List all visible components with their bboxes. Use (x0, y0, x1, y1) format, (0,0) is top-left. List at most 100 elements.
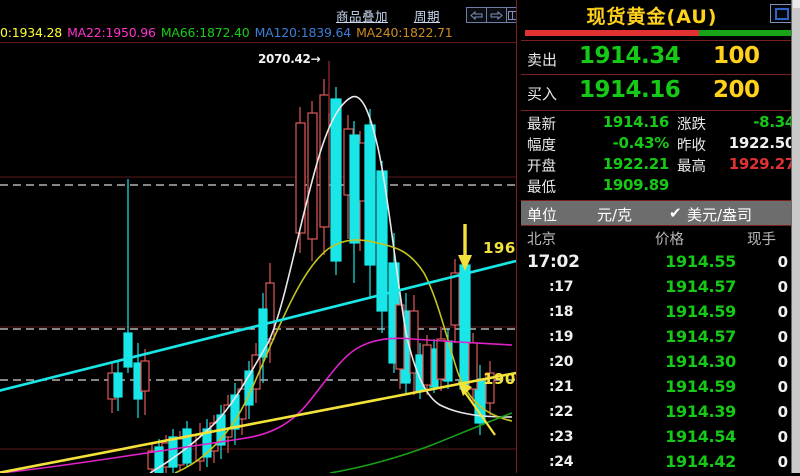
tick-price: 1914.59 (665, 377, 736, 396)
table-row[interactable]: 17:02 1914.55 0 (521, 250, 798, 276)
quote-stats-grid: 最新 1914.16 涨跌 -8.34 幅度 -0.43% 昨收 1922.50… (521, 110, 798, 196)
tick-price: 1914.55 (665, 252, 736, 271)
table-row[interactable]: :20 1914.30 0 (521, 350, 798, 376)
peak-arrow-icon: → (310, 52, 321, 66)
stat-label-low: 最低 (527, 180, 556, 196)
stat-value-change: -8.34 (753, 113, 795, 131)
unit-label: 单位 (527, 206, 558, 224)
unit-option-cny[interactable]: 元/克 (597, 206, 633, 224)
ma-line-green (329, 412, 513, 473)
bid-ask-strength-bar (525, 30, 797, 36)
table-row[interactable]: :18 1914.59 0 (521, 300, 798, 326)
tick-volume: 0 (777, 403, 788, 421)
unit-selector-row[interactable]: 单位 元/克 ✔ 美元/盎司 (521, 200, 798, 226)
tick-time: :24 (549, 454, 574, 470)
tick-price: 1914.54 (665, 427, 736, 446)
stat-value-last: 1914.16 (602, 113, 670, 131)
overlay-commodity-button[interactable]: 商品叠加 (336, 9, 389, 24)
tick-price: 1914.42 (665, 452, 736, 471)
trendline-yellow (0, 371, 516, 473)
tick-time: :19 (549, 329, 574, 345)
candlestick-plot[interactable]: 2070.42→ 1960 1906 (0, 43, 516, 473)
stat-label-high: 最高 (677, 159, 706, 175)
trendline-cyan (0, 259, 516, 392)
tick-volume: 0 (777, 278, 788, 296)
tick-time: 17:02 (527, 252, 580, 272)
chart-toolbar: 商品叠加 周期 (0, 5, 516, 24)
period-button[interactable]: 周期 (414, 9, 441, 24)
stat-value-open: 1922.21 (602, 155, 670, 173)
tick-col-volume: 现手 (747, 232, 776, 248)
ask-row: 卖出 1914.34 100 (521, 40, 798, 75)
resistance-level-label: 1960 (483, 239, 516, 257)
ma-legend: 0:1934.28 MA22:1950.96 MA66:1872.40 MA120:1… (0, 25, 516, 41)
tick-volume: 0 (777, 328, 788, 346)
ask-price: 1914.34 (579, 43, 681, 69)
stat-label-prevclose: 昨收 (677, 138, 706, 154)
arrow-right-icon[interactable] (486, 7, 507, 23)
quote-panel: 现货黄金(AU) 卖出 1914.34 100 买入 1914.16 200 最… (516, 0, 800, 473)
peak-price-label: 2070.42→ (258, 52, 321, 66)
ask-size: 100 (713, 43, 760, 69)
stat-label-pct: 幅度 (527, 138, 556, 154)
ma-legend-ma22: MA22:1950.96 (67, 25, 156, 40)
stat-value-prevclose: 1922.50 (728, 134, 796, 152)
stat-value-high: 1929.27 (728, 155, 796, 173)
table-row[interactable]: :23 1914.54 0 (521, 425, 798, 451)
bid-price: 1914.16 (579, 77, 681, 103)
tick-volume: 0 (777, 428, 788, 446)
table-row[interactable]: :21 1914.59 0 (521, 375, 798, 401)
tick-time: :21 (549, 379, 574, 395)
support-level-label: 1906 (483, 370, 516, 388)
instrument-title: 现货黄金(AU) (586, 5, 718, 28)
tick-col-price: 价格 (655, 232, 684, 248)
stat-label-change: 涨跌 (677, 117, 706, 133)
tick-time: :17 (549, 279, 574, 295)
tick-volume: 0 (777, 353, 788, 371)
tick-time: :20 (549, 354, 574, 370)
tick-price: 1914.30 (665, 352, 736, 371)
tick-time: :18 (549, 304, 574, 320)
stat-value-low: 1909.89 (602, 176, 670, 194)
bid-label: 买入 (527, 85, 558, 103)
check-icon: ✔ (669, 204, 682, 222)
ask-label: 卖出 (527, 51, 558, 69)
tick-volume: 0 (777, 253, 788, 271)
table-row[interactable]: :24 1914.42 0 (521, 450, 798, 476)
tick-volume: 0 (777, 378, 788, 396)
chart-pane: 商品叠加 周期 0:1934.28 MA22:1950.96 MA66:1872.4… (0, 5, 516, 473)
arrow-left-icon[interactable] (466, 7, 487, 23)
restore-window-icon[interactable] (770, 4, 793, 23)
tick-price: 1914.57 (665, 327, 736, 346)
stat-value-pct: -0.43% (612, 134, 670, 152)
stat-label-last: 最新 (527, 117, 556, 133)
ma-legend-ma66: MA66:1872.40 (160, 25, 250, 40)
tick-table-header: 北京 价格 现手 (521, 228, 798, 250)
ma-legend-ma120: MA120:1839.64 (254, 25, 352, 40)
table-row[interactable]: :22 1914.39 0 (521, 400, 798, 426)
tick-volume: 0 (777, 453, 788, 471)
chart-svg (0, 61, 516, 473)
stat-label-open: 开盘 (527, 159, 556, 175)
ma-line-olive (174, 239, 513, 473)
unit-option-usd[interactable]: 美元/盎司 (687, 206, 753, 224)
up-arrow-icon (458, 381, 496, 436)
tick-time: :23 (549, 429, 574, 445)
bid-row: 买入 1914.16 200 (521, 74, 798, 109)
table-row[interactable]: :19 1914.57 0 (521, 325, 798, 351)
tick-volume: 0 (777, 303, 788, 321)
ma-line-white (149, 95, 513, 473)
ma-legend-ma5: 0:1934.28 (0, 25, 63, 40)
bid-size: 200 (713, 77, 760, 103)
window-layout-icon[interactable] (506, 7, 516, 23)
tick-price: 1914.59 (665, 302, 736, 321)
legend-divider (0, 42, 516, 43)
tick-col-time: 北京 (527, 232, 556, 248)
down-arrow-icon (458, 224, 472, 271)
vertical-scrollbar[interactable] (791, 0, 800, 473)
tick-time: :22 (549, 404, 574, 420)
tick-price: 1914.57 (665, 277, 736, 296)
ma-legend-ma240: MA240:1822.71 (356, 25, 453, 40)
table-row[interactable]: :17 1914.57 0 (521, 275, 798, 301)
